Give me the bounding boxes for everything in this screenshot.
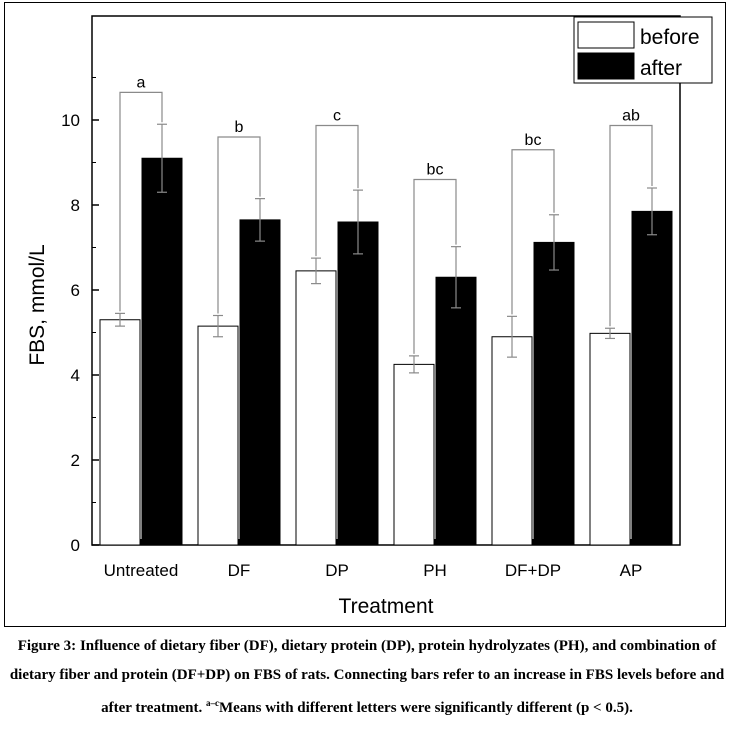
bar-after — [435, 276, 477, 546]
significance-bracket — [609, 124, 653, 327]
caption-text-part1: Influence of dietary fiber (DF), dietary… — [9, 638, 725, 716]
x-tick-label: Untreated — [104, 561, 179, 580]
y-tick-label: 2 — [71, 451, 80, 470]
significance-letter: ab — [622, 108, 640, 125]
x-tick-label: PH — [423, 561, 447, 580]
figure-caption: Figure 3: Influence of dietary fiber (DF… — [8, 632, 726, 723]
significance-bracket — [217, 136, 261, 314]
bar-before — [491, 336, 533, 546]
fbs-bar-chart: 0 2 4 6 8 10 Treatment FBS, mmol/L Untreated a DF b… — [26, 15, 713, 618]
x-tick-label: DF — [228, 561, 251, 580]
significance-bracket — [119, 91, 163, 312]
y-axis-title: FBS, mmol/L — [26, 244, 49, 365]
caption-superscript: a–c — [205, 698, 219, 708]
significance-letter: bc — [525, 132, 542, 149]
y-tick-label: 6 — [71, 281, 80, 300]
significance-letter: c — [333, 108, 341, 125]
legend-label-before: before — [640, 26, 700, 49]
bar-before — [589, 332, 631, 546]
legend-swatch-after — [577, 52, 635, 80]
significance-letter: b — [235, 119, 244, 136]
bar-before — [197, 325, 239, 546]
bar-after — [337, 221, 379, 546]
x-tick-label: DF+DP — [505, 561, 561, 580]
plot-area-frame — [91, 15, 681, 546]
y-tick-label: 0 — [71, 536, 80, 555]
bar-after — [239, 219, 281, 546]
x-axis-title: Treatment — [339, 595, 434, 618]
y-tick-label: 4 — [71, 366, 80, 385]
bar-before — [393, 363, 435, 546]
significance-letter: bc — [427, 162, 444, 179]
caption-figure-label: Figure 3: — [17, 638, 77, 654]
significance-bracket — [511, 149, 555, 315]
significance-bracket — [315, 124, 359, 257]
x-tick-label: AP — [620, 561, 643, 580]
legend-swatch-before — [577, 21, 635, 49]
bar-before — [99, 319, 141, 546]
significance-letter: a — [137, 74, 146, 91]
bar-after — [141, 157, 183, 546]
x-tick-label: DP — [325, 561, 349, 580]
significance-bracket — [413, 178, 457, 354]
y-tick-label: 8 — [71, 196, 80, 215]
y-tick-label: 10 — [61, 111, 80, 130]
bar-after — [533, 241, 575, 546]
bar-before — [295, 270, 337, 546]
caption-text-part2: Means with different letters were signif… — [218, 700, 633, 716]
figure-frame — [4, 2, 726, 627]
legend-label-after: after — [640, 57, 682, 80]
bar-after — [631, 210, 673, 546]
